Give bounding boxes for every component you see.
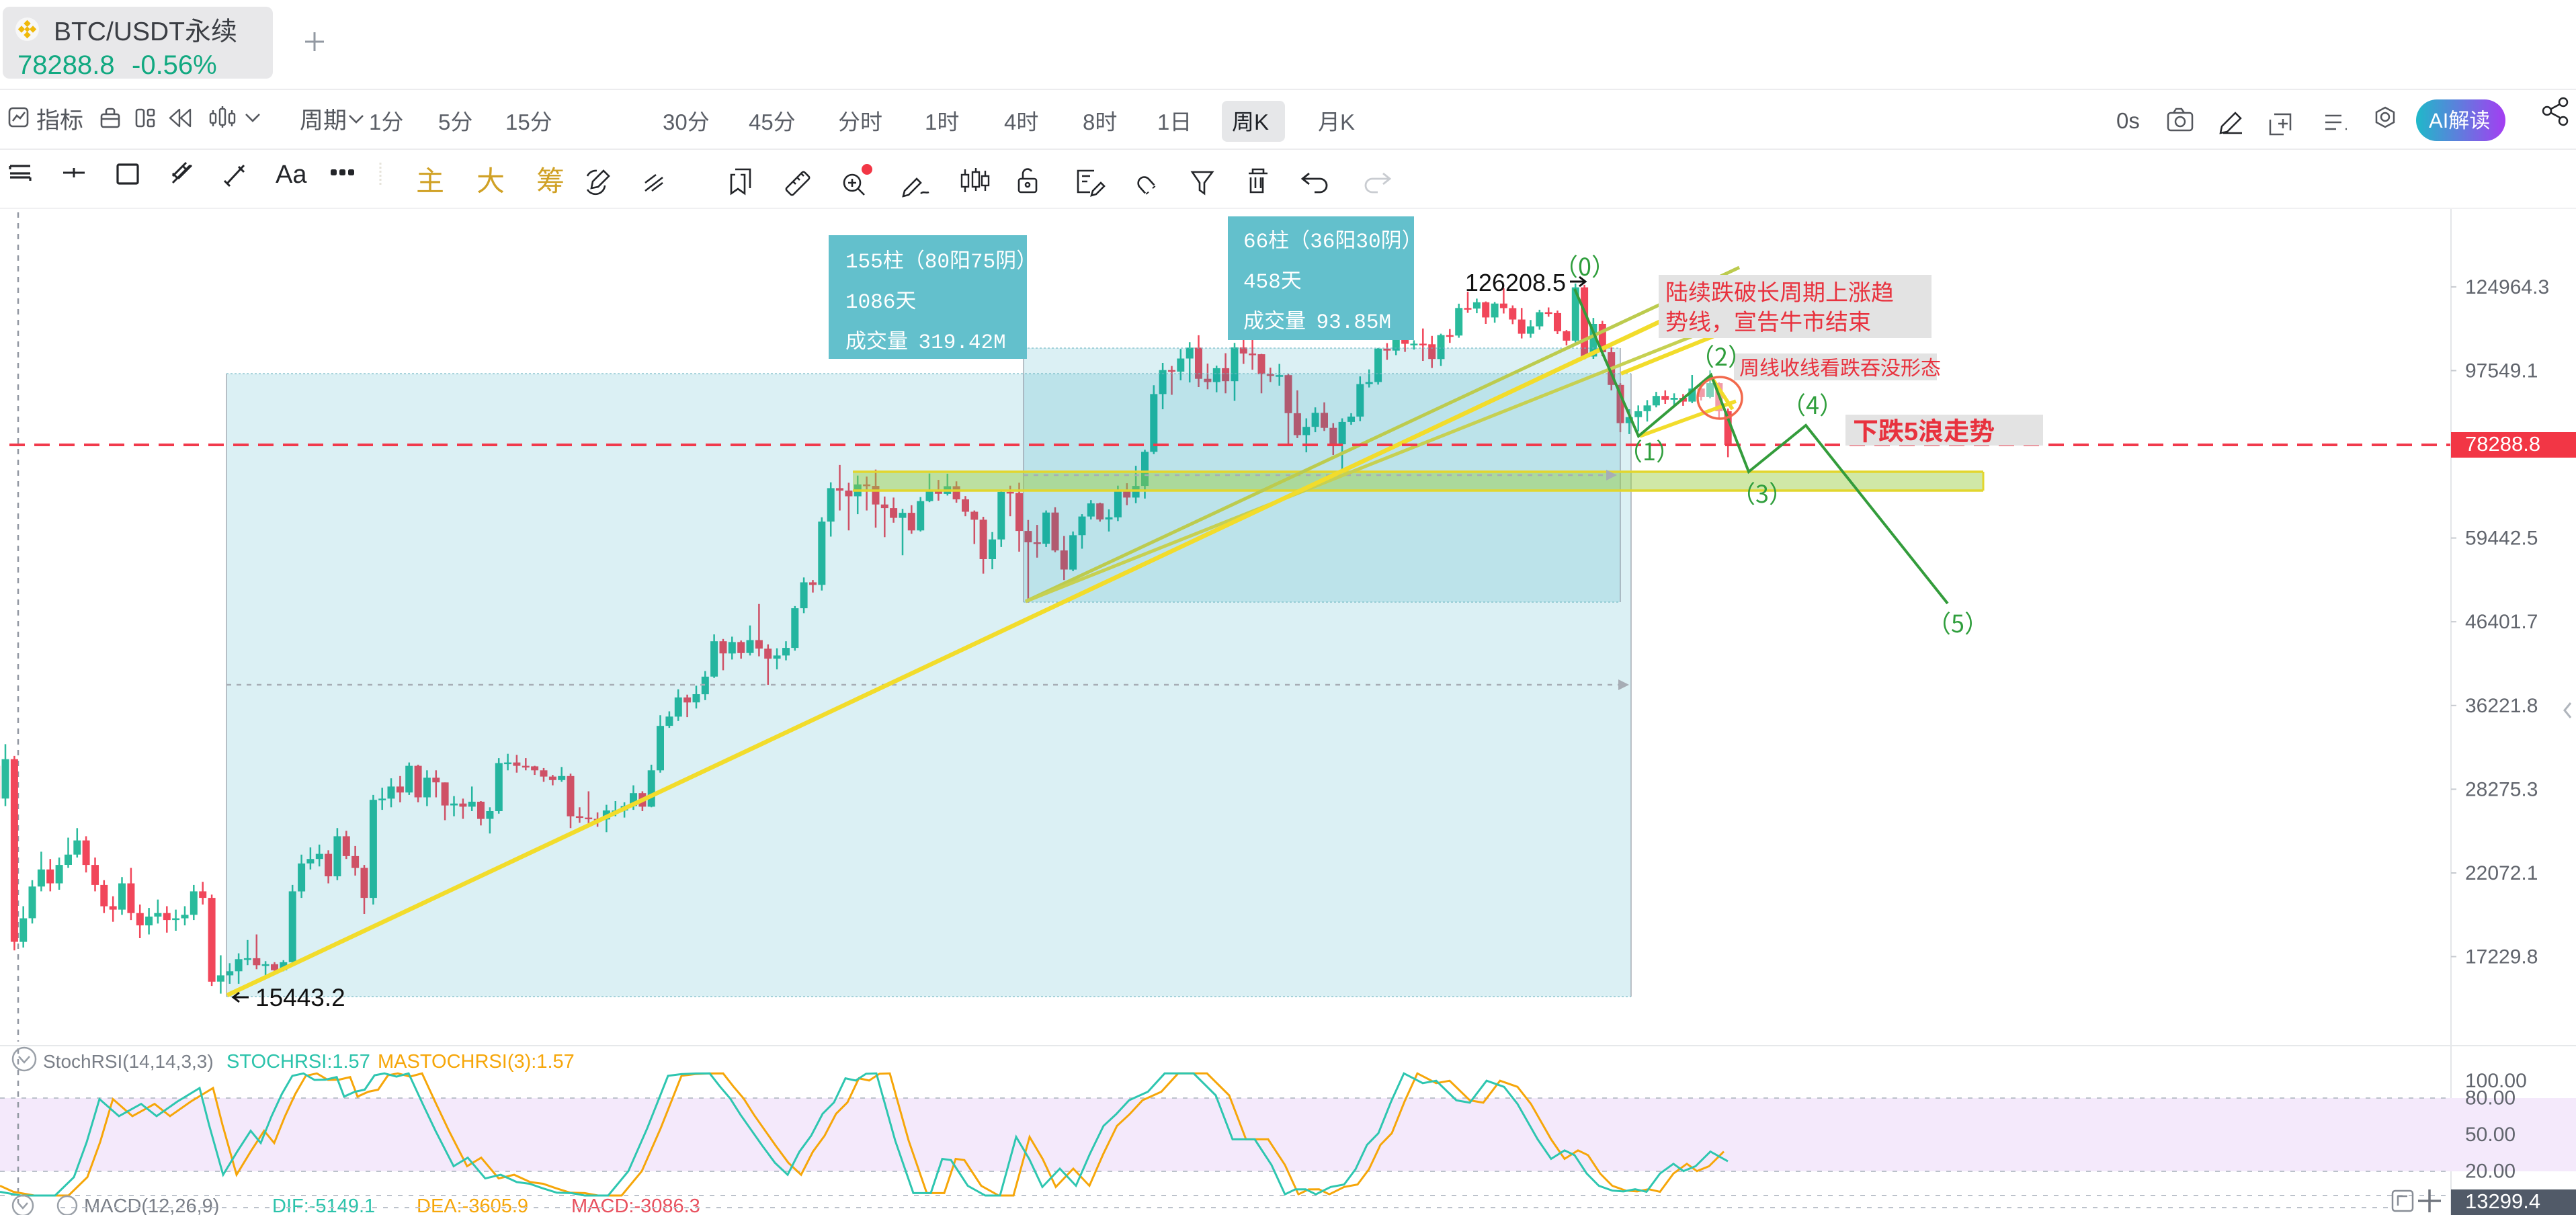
svg-text:28275.3: 28275.3 (2465, 778, 2538, 800)
svg-text:13299.4: 13299.4 (2465, 1189, 2540, 1213)
svg-text:124964.3: 124964.3 (2465, 276, 2549, 298)
svg-text:50.00: 50.00 (2465, 1124, 2516, 1146)
svg-text:Aa: Aa (276, 161, 307, 189)
svg-text:StochRSI(14,14,3,3): StochRSI(14,14,3,3) (43, 1051, 214, 1072)
svg-text:80.00: 80.00 (2465, 1087, 2516, 1109)
svg-text:100.00: 100.00 (2465, 1070, 2527, 1092)
svg-text:78288.8: 78288.8 (2465, 432, 2540, 456)
svg-text:MASTOCHRSI(3):1.57: MASTOCHRSI(3):1.57 (378, 1051, 575, 1073)
svg-text:15443.2: 15443.2 (255, 984, 345, 1011)
svg-text:97549.1: 97549.1 (2465, 360, 2538, 382)
svg-text:DIF:-5149.1: DIF:-5149.1 (272, 1196, 375, 1215)
svg-text:126208.5: 126208.5 (1465, 269, 1566, 296)
svg-text:22072.1: 22072.1 (2465, 862, 2538, 884)
svg-text:17229.8: 17229.8 (2465, 946, 2538, 968)
svg-text:MACD(12,26,9): MACD(12,26,9) (84, 1196, 219, 1215)
svg-text:MACD:-3086.3: MACD:-3086.3 (571, 1196, 700, 1215)
svg-text:59442.5: 59442.5 (2465, 528, 2538, 550)
svg-text:20.00: 20.00 (2465, 1161, 2516, 1183)
svg-text:DEA:-3605.9: DEA:-3605.9 (417, 1196, 528, 1215)
svg-text:46401.7: 46401.7 (2465, 611, 2538, 633)
svg-text:0s: 0s (2116, 108, 2140, 133)
svg-text:36221.8: 36221.8 (2465, 695, 2538, 717)
svg-text:STOCHRSI:1.57: STOCHRSI:1.57 (226, 1051, 370, 1073)
svg-text:-0.56%: -0.56% (132, 50, 217, 80)
svg-text:78288.8: 78288.8 (17, 50, 115, 80)
